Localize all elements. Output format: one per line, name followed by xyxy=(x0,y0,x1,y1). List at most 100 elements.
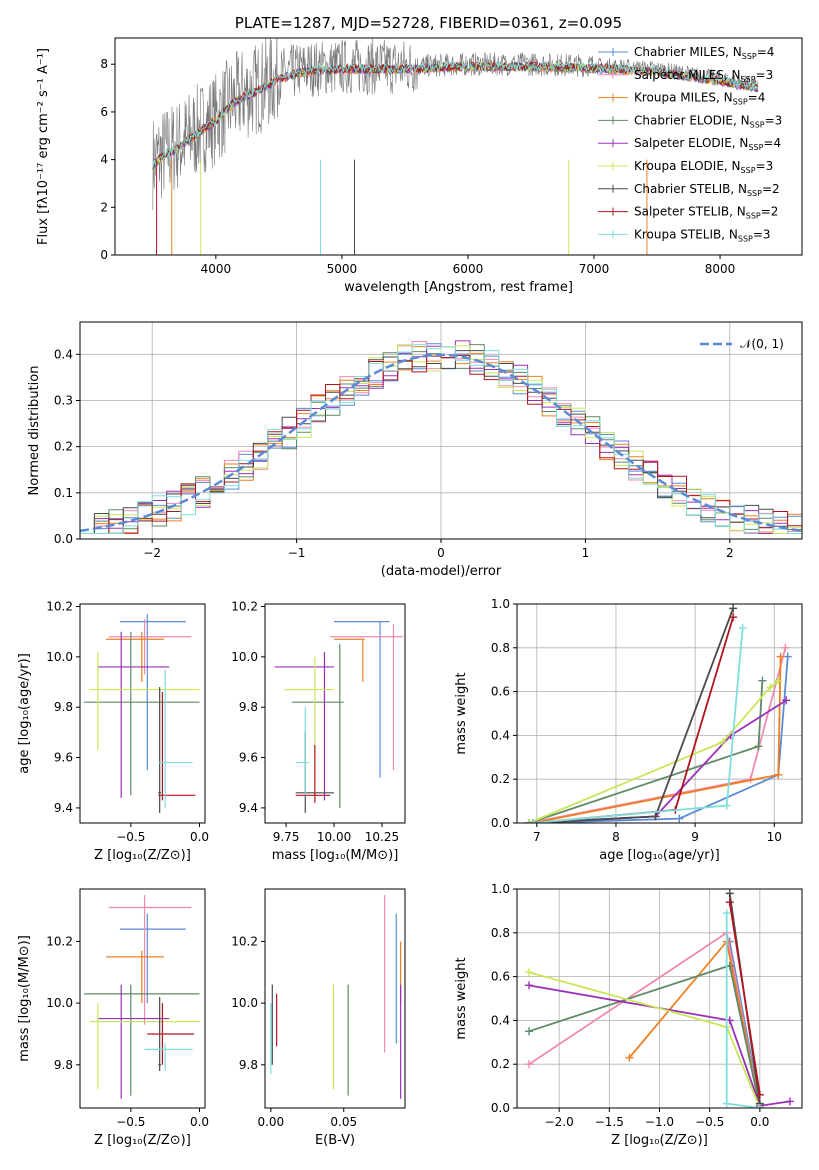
errorbar-point-KM xyxy=(334,638,365,683)
errorbar-point-SM xyxy=(108,895,192,1025)
legend-item-CS: Chabrier STELIB, NSSP=2 xyxy=(598,182,780,198)
y-tick-label: 0.2 xyxy=(491,772,510,786)
legend-label: Kroupa ELODIE, NSSP=3 xyxy=(634,159,773,175)
series-CM xyxy=(532,652,792,823)
point-marker xyxy=(725,898,734,907)
x-tick-label: 8 xyxy=(612,830,620,844)
panel-massweight-vs-Z: −2.0 −1.5 −1.0 −0.5 0.0 0.0 0.2 0.4 0.6 0.8 1.0 Z [… xyxy=(454,882,803,1148)
point-marker xyxy=(754,742,763,751)
x-tick-label: −0.5 xyxy=(116,1115,145,1129)
x-axis-label: wavelength [Angstrom, rest frame] xyxy=(344,280,573,295)
y-tick-label: 9.8 xyxy=(239,700,258,714)
y-axis-label: Flux [fλ10⁻¹⁷ erg cm⁻² s⁻¹ A⁻¹] xyxy=(36,48,51,245)
x-tick-label: −2 xyxy=(143,546,161,560)
point-marker xyxy=(722,1099,731,1108)
legend-suffix: =4 xyxy=(757,45,775,59)
point-marker xyxy=(783,652,792,661)
histogram-CS xyxy=(80,350,802,534)
legend-label: 𝒩(0, 1) xyxy=(740,337,784,351)
legend-subscript: SSP xyxy=(733,98,748,107)
y-tick-label: 0.8 xyxy=(491,926,510,940)
point-marker xyxy=(755,1090,764,1099)
panel-residuals: −2 −1 0 1 2 0.0 0.1 0.2 0.3 0.4 (data-model)/error… xyxy=(27,321,803,579)
legend-label: Chabrier STELIB, NSSP=2 xyxy=(634,182,780,198)
point-marker xyxy=(774,676,783,685)
legend-name: Kroupa ELODIE, N xyxy=(634,159,741,173)
errorbar-point-SM xyxy=(108,619,192,675)
series-line xyxy=(528,679,779,823)
y-axis-label: mass weight xyxy=(454,957,469,1039)
point-marker xyxy=(781,643,790,652)
legend-subscript: SSP xyxy=(746,212,761,221)
y-tick-label: 9.6 xyxy=(54,751,73,765)
axes-frame xyxy=(264,888,406,1109)
legend: 𝒩(0, 1) xyxy=(700,337,784,351)
y-tick-label: 0.2 xyxy=(491,1057,510,1071)
legend-label: Salpeter ELODIE, NSSP=4 xyxy=(634,136,781,152)
series-KE xyxy=(524,676,783,823)
chart-title: PLATE=1287, MJD=52728, FIBERID=0361, z=0… xyxy=(235,14,622,32)
point-marker xyxy=(782,696,791,705)
point-marker xyxy=(785,1097,794,1106)
y-tick-label: 1.0 xyxy=(491,882,510,896)
errorbar-point-SS xyxy=(295,744,331,803)
y-tick-label: 4 xyxy=(100,153,108,167)
panel-spectrum: PLATE=1287, MJD=52728, FIBERID=0361, z=0… xyxy=(36,14,803,295)
point-marker xyxy=(738,624,747,633)
legend-suffix: =3 xyxy=(765,113,783,127)
series-CS xyxy=(528,604,738,823)
errorbar-point-SE xyxy=(274,651,335,801)
errorbar-point-KE xyxy=(89,651,200,750)
y-tick-label: 10.2 xyxy=(231,934,258,948)
legend-item-CE: Chabrier ELODIE, NSSP=3 xyxy=(598,113,782,129)
y-tick-label: 0.6 xyxy=(491,685,510,699)
x-tick-label: −0.5 xyxy=(695,1115,724,1129)
y-tick-label: 10.0 xyxy=(231,650,258,664)
x-tick-label: 7000 xyxy=(579,262,610,276)
x-tick-label: 1 xyxy=(582,546,590,560)
legend-item-SE: Salpeter ELODIE, NSSP=4 xyxy=(598,136,781,152)
x-tick-label: 10 xyxy=(767,830,782,844)
model-spectrum-KS xyxy=(152,60,759,168)
y-tick-label: 8 xyxy=(100,57,108,71)
y-tick-label: 0.2 xyxy=(54,440,73,454)
x-axis-label: Z [log₁₀(Z/Z⊙)] xyxy=(611,1133,708,1148)
point-marker xyxy=(525,1027,534,1036)
series-line xyxy=(536,656,789,823)
errorbar-point-SS xyxy=(158,692,196,801)
legend-suffix: =3 xyxy=(753,227,771,241)
errorbar-point-SE xyxy=(97,984,170,1099)
y-tick-label: 0 xyxy=(100,248,108,262)
y-tick-label: 9.6 xyxy=(239,751,258,765)
errorbar-point-KS xyxy=(158,669,193,808)
axes-frame xyxy=(516,603,803,824)
errorbar-point-SE xyxy=(97,631,170,798)
legend-name: Salpeter STELIB, N xyxy=(634,205,746,219)
y-tick-label: 0.0 xyxy=(491,816,510,830)
x-tick-label: −0.5 xyxy=(116,830,145,844)
point-marker xyxy=(776,652,785,661)
point-marker xyxy=(766,683,775,692)
errorbar-point-KE xyxy=(89,1003,200,1090)
legend-suffix: =3 xyxy=(756,68,774,82)
panel-mass-vs-Z: −0.5 0.0 9.8 10.0 10.2 Z [log₁₀(Z/Z⊙)] mass [l… xyxy=(17,888,209,1148)
errorbar-point-KE xyxy=(284,656,335,791)
legend-suffix: =4 xyxy=(763,136,781,150)
axes-frame xyxy=(516,888,803,1109)
legend-label: Kroupa MILES, NSSP=4 xyxy=(634,91,765,107)
y-tick-label: 9.8 xyxy=(54,700,73,714)
series-SS xyxy=(725,898,764,1099)
y-tick-label: 0.8 xyxy=(491,641,510,655)
legend-subscript: SSP xyxy=(742,52,757,61)
point-marker xyxy=(722,909,731,918)
x-axis-label: Z [log₁₀(Z/Z⊙)] xyxy=(94,1133,191,1148)
x-tick-label: 0.0 xyxy=(190,830,209,844)
errorbar-point-CE xyxy=(84,631,200,796)
y-tick-label: 1.0 xyxy=(491,597,510,611)
axes-frame xyxy=(79,603,206,824)
legend-item-SS: Salpeter STELIB, NSSP=2 xyxy=(598,205,778,221)
point-marker xyxy=(625,1053,634,1062)
point-marker xyxy=(524,819,533,823)
y-tick-label: 10.0 xyxy=(46,650,73,664)
